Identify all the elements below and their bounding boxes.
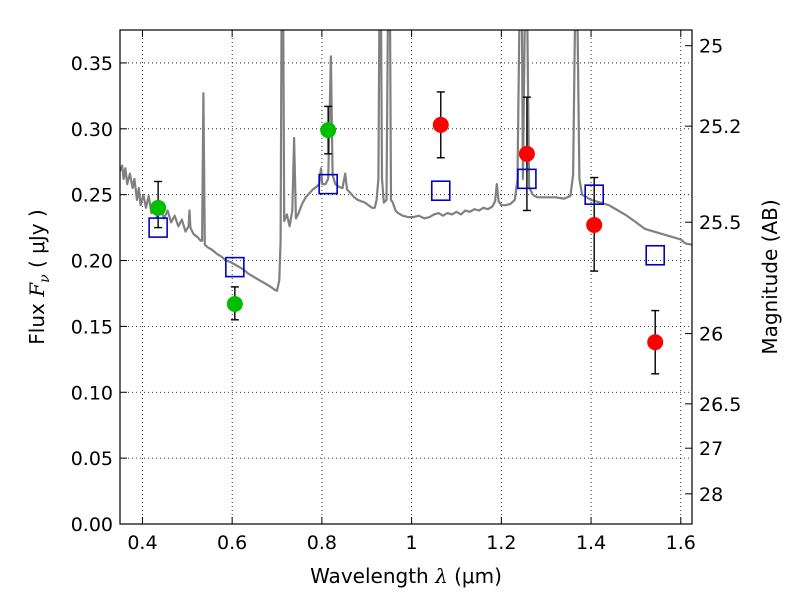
- x-tick-label: 1.2: [486, 532, 516, 554]
- red-data-point: [518, 145, 535, 162]
- y-tick-label: 0.15: [71, 316, 113, 338]
- y2-tick-label: 28: [699, 484, 723, 506]
- blue-model-square: [225, 256, 245, 278]
- y2-tick-label: 25.2: [699, 116, 741, 138]
- x-axis-title: Wavelength λ (μm): [310, 564, 502, 588]
- markers: [148, 91, 666, 375]
- grid: [120, 30, 692, 525]
- x-tick-label: 1.4: [576, 532, 606, 554]
- y-tick-label: 0.35: [71, 53, 113, 75]
- x-tick-label: 0.8: [307, 532, 337, 554]
- blue-model-square: [318, 173, 338, 195]
- y2-tick-label: 25.5: [699, 212, 741, 234]
- green-data-point: [226, 296, 243, 313]
- x-tick-label: 1: [406, 532, 418, 554]
- red-data-point: [647, 334, 664, 351]
- y2-tick-label: 26.5: [699, 394, 741, 416]
- y-tick-label: 0.10: [71, 382, 113, 404]
- y-tick-label: 0.25: [71, 185, 113, 207]
- plot-frame: [119, 29, 693, 525]
- x-tick-label: 0.6: [217, 532, 247, 554]
- y2-tick-label: 27: [699, 438, 723, 460]
- spectrum-layer: [120, 30, 692, 292]
- blue-model-square: [148, 217, 168, 238]
- red-data-point: [586, 216, 603, 233]
- y-tick-label: 0.20: [71, 251, 113, 273]
- red-data-point: [432, 116, 449, 133]
- blue-model-square: [645, 244, 666, 266]
- ticks: [120, 30, 692, 525]
- blue-model-square: [517, 168, 537, 190]
- model-spectrum-line: [120, 30, 692, 292]
- y-tick-label: 0.30: [71, 119, 113, 141]
- y2-axis-title: Magnitude (AB): [758, 199, 782, 354]
- y-axis-title: Flux Fν ( μJy ): [25, 209, 53, 344]
- green-data-point: [150, 199, 167, 216]
- y2-tick-label: 25: [699, 36, 723, 58]
- blue-model-square: [584, 184, 604, 205]
- tick-labels: 0.4 0.6 0.8 1 1.2 1.4 1.6 0.00 0.05 0.10 0.15 0.20 0…: [71, 36, 742, 554]
- green-data-point: [320, 122, 337, 139]
- x-tick-label: 1.6: [666, 532, 696, 554]
- blue-model-square: [430, 180, 451, 202]
- y-tick-label: 0.00: [71, 514, 113, 536]
- y2-tick-label: 26: [699, 324, 723, 346]
- y-tick-label: 0.05: [71, 448, 113, 470]
- x-tick-label: 0.4: [127, 532, 157, 554]
